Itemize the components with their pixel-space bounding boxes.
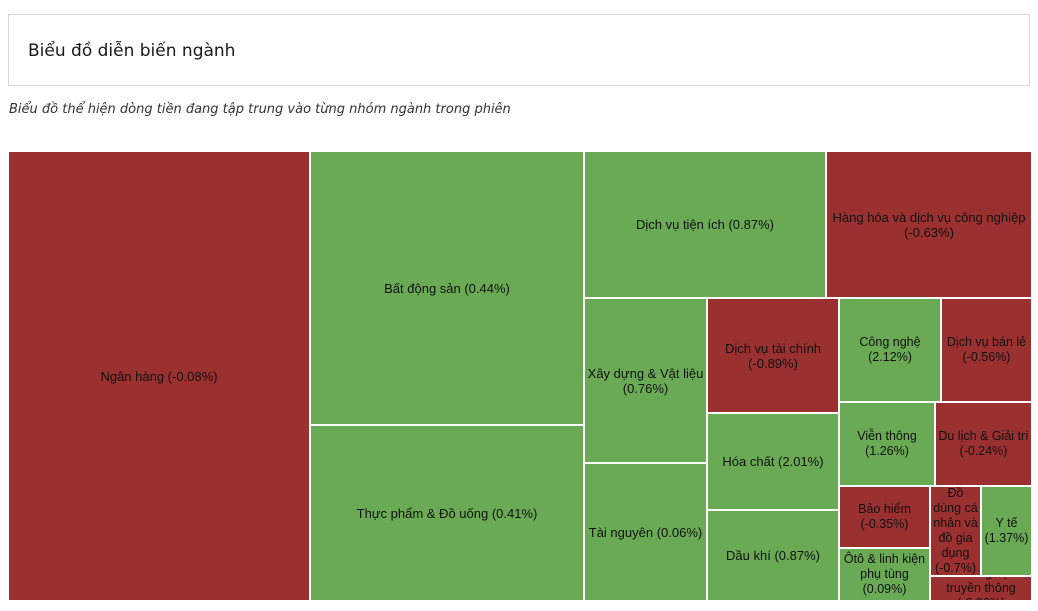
treemap-tile-dich-vu-tai-chinh[interactable]: Dịch vụ tài chính (-0.89%) bbox=[707, 298, 839, 413]
treemap-tile-label: Y tế (1.37%) bbox=[984, 516, 1029, 545]
treemap-tile-du-lich-giai-tri[interactable]: Du lịch & Giải trí (-0.24%) bbox=[935, 402, 1032, 486]
treemap-tile-label: Xây dựng & Vật liệu (0.76%) bbox=[587, 365, 704, 396]
treemap-tile-label: Viễn thông (1.26%) bbox=[857, 429, 917, 458]
treemap-tile-hang-hoa-va-dich-vu-cong-nghiep[interactable]: Hàng hóa và dịch vụ công nghiệp (-0.63%) bbox=[826, 151, 1032, 298]
chart-title: Biểu đồ diễn biến ngành bbox=[28, 41, 236, 61]
treemap-tile-label: Du lịch & Giải trí (-0.24%) bbox=[938, 429, 1029, 458]
treemap-tile-tai-nguyen[interactable]: Tài nguyên (0.06%) bbox=[584, 463, 707, 601]
treemap-tile-label: Bất động sản (0.44%) bbox=[384, 280, 510, 296]
treemap-tile-label: Công nghệ (2.12%) bbox=[859, 335, 921, 364]
treemap-tile-dau-khi[interactable]: Dầu khí (0.87%) bbox=[707, 510, 839, 601]
treemap-tile-label: Bảo hiểm (-0.35%) bbox=[858, 502, 911, 531]
treemap-tile-xay-dung-vat-lieu[interactable]: Xây dựng & Vật liệu (0.76%) bbox=[584, 298, 707, 463]
chart-title-card: Biểu đồ diễn biến ngành bbox=[8, 14, 1030, 86]
treemap-tile-label: Thực phẩm & Đồ uống (0.41%) bbox=[356, 505, 538, 521]
treemap-tile-label: Ôtô & linh kiện phụ tùng (0.09%) bbox=[843, 552, 926, 596]
treemap-tile-dich-vu-tien-ich[interactable]: Dịch vụ tiện ích (0.87%) bbox=[584, 151, 826, 298]
treemap-tile-label: Hóa chất (2.01%) bbox=[722, 454, 824, 469]
treemap-tile-oto-linh-kien-phu-tung[interactable]: Ôtô & linh kiện phụ tùng (0.09%) bbox=[839, 548, 930, 601]
chart-subtitle: Biểu đồ thể hiện dòng tiền đang tập trun… bbox=[9, 102, 511, 117]
treemap-tile-label: Dịch vụ tài chính (-0.89%) bbox=[724, 340, 822, 371]
sector-treemap: Ngân hàng (-0.08%) Bất động sản (0.44%) Th… bbox=[8, 151, 1032, 601]
treemap-tile-bat-dong-san[interactable]: Bất động sản (0.44%) bbox=[310, 151, 584, 425]
treemap-tile-label: Dịch vụ bán lẻ (-0.56%) bbox=[946, 335, 1027, 364]
treemap-tile-do-dung-ca-nhan-va-do-gia-dung[interactable]: Đồ dùng cá nhân và đồ gia dụng (-0.7%) bbox=[930, 486, 981, 576]
treemap-tile-ngan-hang[interactable]: Ngân hàng (-0.08%) bbox=[8, 151, 310, 601]
treemap-tile-phuong-tien-truyen-thong[interactable]: Phương tiện truyền thông (-0.26%) bbox=[930, 576, 1032, 601]
treemap-tile-label: Hàng hóa và dịch vụ công nghiệp (-0.63%) bbox=[832, 209, 1026, 240]
treemap-tile-hoa-chat[interactable]: Hóa chất (2.01%) bbox=[707, 413, 839, 510]
treemap-tile-thuc-pham-do-uong[interactable]: Thực phẩm & Đồ uống (0.41%) bbox=[310, 425, 584, 601]
treemap-tile-label: Đồ dùng cá nhân và đồ gia dụng (-0.7%) bbox=[933, 486, 978, 575]
treemap-tile-label: Tài nguyên (0.06%) bbox=[588, 524, 703, 540]
treemap-tile-y-te[interactable]: Y tế (1.37%) bbox=[981, 486, 1032, 576]
treemap-tile-cong-nghe[interactable]: Công nghệ (2.12%) bbox=[839, 298, 941, 402]
treemap-tile-dich-vu-ban-le[interactable]: Dịch vụ bán lẻ (-0.56%) bbox=[941, 298, 1032, 402]
treemap-tile-bao-hiem[interactable]: Bảo hiểm (-0.35%) bbox=[839, 486, 930, 548]
treemap-tile-vien-thong[interactable]: Viễn thông (1.26%) bbox=[839, 402, 935, 486]
treemap-tile-label: Dầu khí (0.87%) bbox=[726, 548, 820, 563]
treemap-tile-label: Phương tiện truyền thông (-0.26%) bbox=[946, 577, 1016, 600]
treemap-tile-label: Ngân hàng (-0.08%) bbox=[100, 368, 218, 384]
treemap-tile-label: Dịch vụ tiện ích (0.87%) bbox=[635, 217, 774, 232]
